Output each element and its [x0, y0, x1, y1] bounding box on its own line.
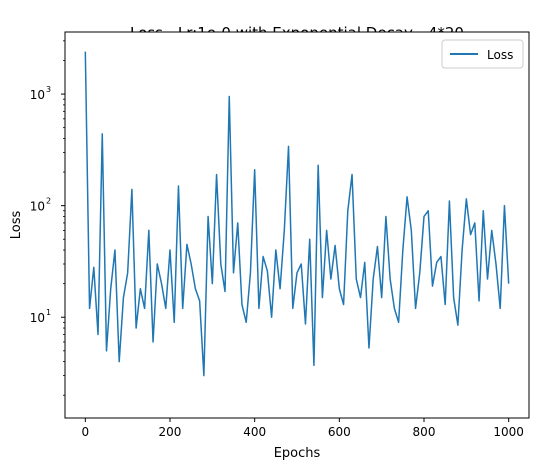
x-tick-label: 800 — [413, 425, 436, 439]
y-tick-exponent: 1 — [46, 308, 51, 317]
x-tick-label: 600 — [328, 425, 351, 439]
y-axis-label: Loss — [9, 211, 24, 240]
x-tick-label: 1000 — [493, 425, 524, 439]
x-tick-label: 200 — [159, 425, 182, 439]
legend-label: Loss — [487, 48, 513, 62]
y-tick-exponent: 3 — [46, 85, 51, 94]
plot-area — [64, 31, 530, 419]
legend: Loss — [441, 39, 524, 69]
plot-frame — [64, 31, 530, 419]
y-tick-label: 10 — [30, 200, 45, 214]
series-line-loss — [84, 51, 510, 377]
legend-box — [441, 39, 524, 69]
y-tick-label: 10 — [30, 311, 45, 325]
x-tick-label: 0 — [82, 425, 90, 439]
y-tick-label: 10 — [30, 88, 45, 102]
y-tick-exponent: 2 — [46, 197, 51, 206]
x-axis-label: Epochs — [274, 446, 321, 461]
x-tick-label: 400 — [243, 425, 266, 439]
series-group — [84, 51, 510, 377]
x-axis-ticks: 0 200 400 600 800 1000 — [82, 418, 524, 439]
